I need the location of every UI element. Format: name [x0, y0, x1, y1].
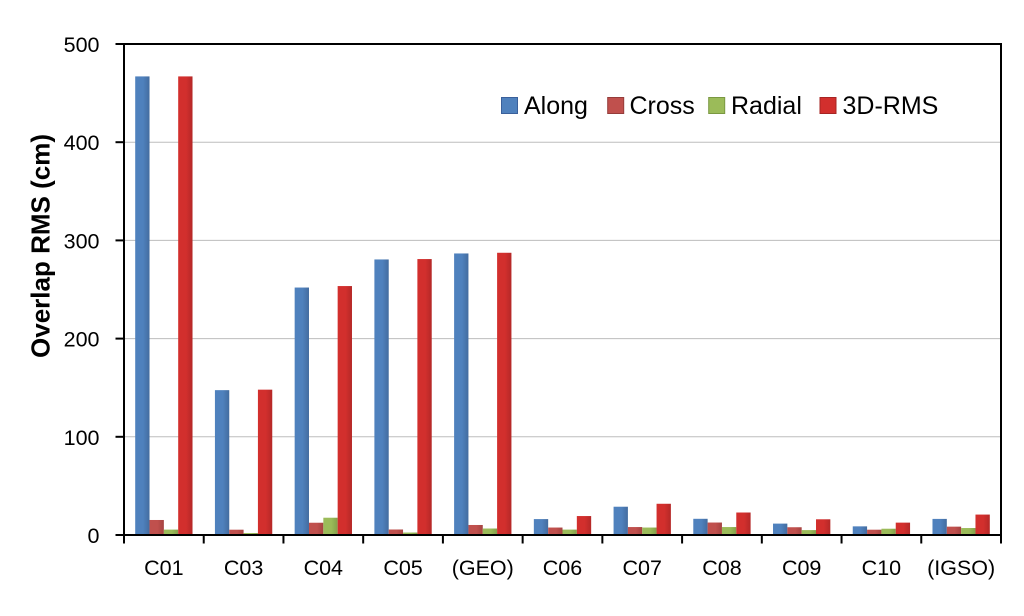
- svg-text:(IGSO): (IGSO): [927, 556, 995, 580]
- svg-text:Radial: Radial: [731, 92, 802, 120]
- svg-text:Cross: Cross: [630, 92, 695, 120]
- svg-text:200: 200: [64, 328, 100, 352]
- svg-text:Along: Along: [524, 92, 588, 120]
- svg-text:300: 300: [64, 229, 100, 253]
- svg-text:C06: C06: [543, 556, 582, 580]
- svg-text:100: 100: [64, 426, 100, 450]
- svg-text:C07: C07: [623, 556, 662, 580]
- svg-text:Overlap RMS (cm): Overlap RMS (cm): [26, 134, 56, 358]
- svg-text:3D-RMS: 3D-RMS: [843, 92, 939, 120]
- svg-text:0: 0: [88, 524, 100, 548]
- svg-text:500: 500: [64, 33, 100, 57]
- svg-text:C09: C09: [782, 556, 821, 580]
- svg-text:(GEO): (GEO): [452, 556, 514, 580]
- svg-text:C05: C05: [383, 556, 422, 580]
- svg-text:C03: C03: [224, 556, 263, 580]
- svg-text:C08: C08: [702, 556, 741, 580]
- svg-text:C10: C10: [862, 556, 901, 580]
- svg-text:C04: C04: [304, 556, 343, 580]
- svg-text:C01: C01: [144, 556, 183, 580]
- svg-text:400: 400: [64, 131, 100, 155]
